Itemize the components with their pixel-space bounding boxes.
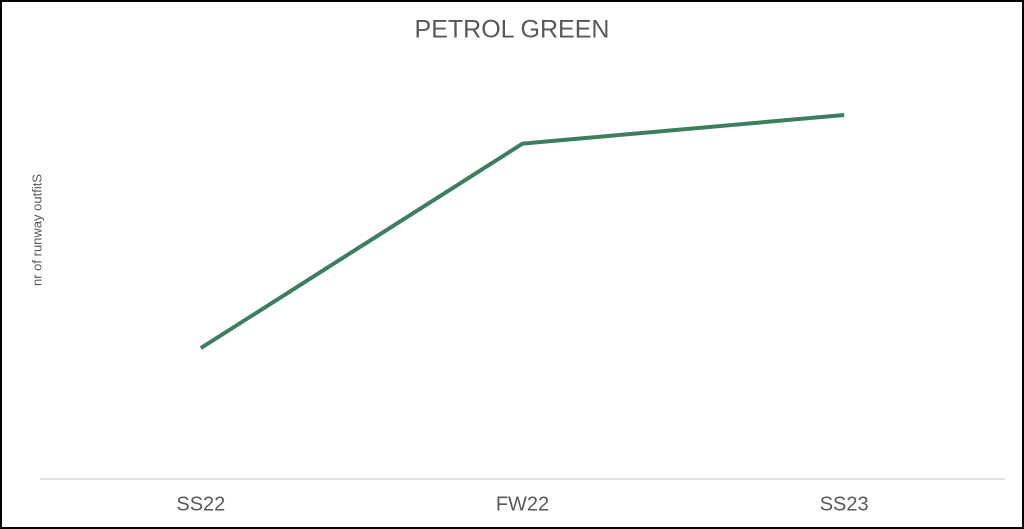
data-line xyxy=(199,112,845,350)
x-tick-label: FW22 xyxy=(496,493,549,515)
y-axis-label: nr of runway outfitS xyxy=(29,174,44,286)
x-tick-label: SS23 xyxy=(820,493,869,515)
x-tick-label: SS22 xyxy=(176,493,225,515)
chart-title: PETROL GREEN xyxy=(415,16,610,44)
